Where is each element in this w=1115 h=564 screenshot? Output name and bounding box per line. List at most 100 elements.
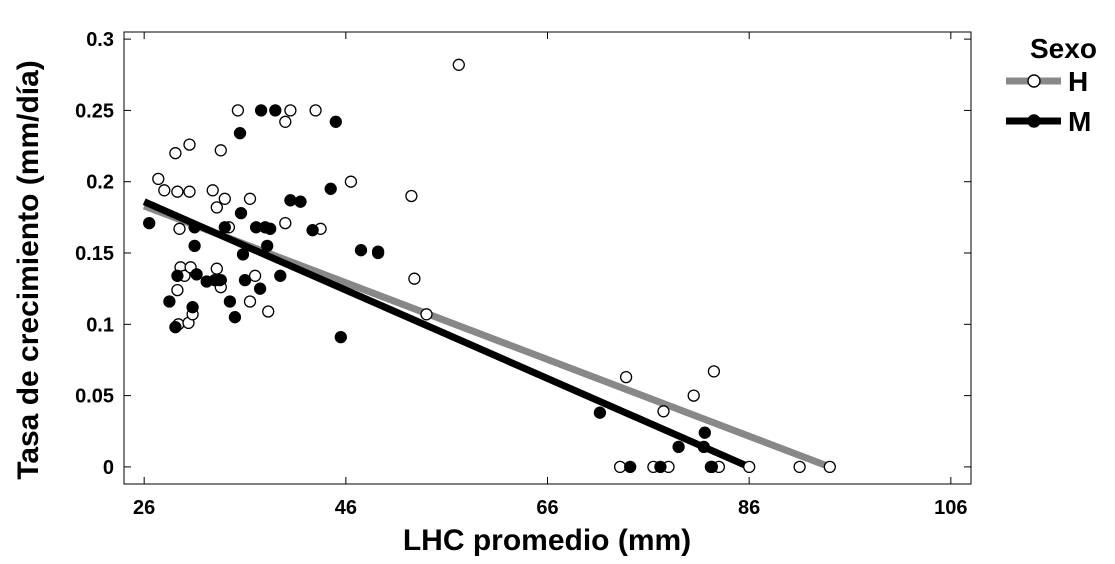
legend-marker-m [1027,114,1041,128]
point-m-38 [672,440,685,454]
point-m-7 [190,268,203,281]
point-m-37 [654,460,667,474]
point-h-35 [420,308,433,321]
point-h-37 [613,460,627,474]
point-m-40 [697,440,710,454]
point-m-4 [188,239,201,253]
fit-line-m [142,198,751,471]
legend-label-m: M [1068,106,1091,137]
x-axis-title: LHC promedio (mm) [403,524,691,557]
y-tick-label: 0.3 [86,29,114,51]
point-h-26 [262,305,275,318]
y-tick-label: 0.05 [75,386,114,408]
point-h-34 [408,272,421,285]
point-m-25 [269,104,282,117]
point-m-30 [329,115,342,128]
point-m-21 [254,104,268,117]
point-h-32 [344,175,358,188]
x-tick-label: 66 [536,497,558,519]
x-tick-label: 86 [738,497,760,519]
fit-lines [142,198,832,471]
point-h-17 [218,192,231,205]
point-m-12 [223,295,237,308]
point-h-14 [206,184,219,197]
point-m-24 [274,269,287,282]
x-tick-label: 106 [934,497,967,519]
point-m-28 [306,224,319,237]
point-m-42 [705,460,719,474]
point-m-14 [233,127,247,140]
point-m-0 [143,216,156,230]
point-m-23 [261,239,274,253]
legend: Sexo H M [1006,33,1097,137]
point-m-34 [371,246,385,260]
point-h-9 [171,283,184,297]
legend-entry-m: M [1006,106,1091,137]
point-m-11 [218,221,231,234]
point-h-24 [248,269,262,282]
point-m-13 [228,311,242,324]
y-axis-title: Tasa de crecimiento (mm/día) [12,60,45,480]
point-m-16 [236,248,250,261]
point-h-27 [279,115,292,128]
point-h-43 [707,365,721,378]
y-tick-label: 0.25 [75,100,114,122]
point-m-19 [253,282,267,295]
point-m-32 [354,244,368,257]
point-m-27 [294,195,307,208]
point-h-22 [231,104,245,117]
point-h-16 [214,144,227,157]
point-h-28 [284,104,297,117]
y-tick-label: 0 [103,457,114,479]
point-m-26 [284,194,297,207]
point-h-41 [657,405,670,418]
point-m-36 [624,460,637,474]
point-h-18 [210,262,223,275]
point-m-17 [238,273,252,287]
point-h-3 [173,222,186,235]
point-h-36 [452,58,465,71]
point-h-4 [171,185,184,198]
point-h-0 [152,172,165,186]
point-m-31 [334,330,347,344]
point-h-2 [169,147,182,160]
y-tick-label: 0.2 [86,172,114,194]
point-m-10 [213,273,226,287]
point-h-33 [405,189,418,203]
y-tick-label: 0.1 [86,314,114,336]
legend-title: Sexo [1030,33,1097,64]
point-h-6 [183,185,196,198]
legend-entry-h: H [1006,66,1088,97]
axis-ticks [124,32,971,484]
point-m-29 [324,182,337,195]
point-m-15 [234,206,248,220]
point-h-46 [793,460,806,474]
x-tick-label: 26 [133,497,155,519]
point-h-42 [687,389,700,402]
point-h-45 [743,460,756,474]
point-h-30 [309,104,322,117]
x-tick-label: 46 [335,497,357,519]
scatter-points [143,58,836,474]
point-m-2 [169,321,182,334]
point-m-39 [698,426,711,439]
point-m-1 [163,295,176,308]
y-tick-label: 0.15 [75,243,114,265]
point-h-1 [158,184,171,197]
point-h-23 [243,192,257,205]
plot-frame [123,31,972,485]
legend-label-h: H [1068,66,1088,97]
point-h-5 [183,138,196,151]
point-h-38 [619,370,633,384]
point-h-15 [210,201,223,214]
point-m-6 [186,301,199,314]
point-h-29 [279,216,292,230]
point-h-47 [823,460,836,474]
point-h-25 [243,295,257,308]
point-m-3 [171,269,184,282]
point-m-35 [593,406,607,419]
point-m-22 [264,222,277,235]
legend-marker-h [1027,74,1041,88]
tick-labels: 26 46 66 86 106 0 0.05 0.1 0.15 0.2 0.25 0.3 [75,29,967,519]
